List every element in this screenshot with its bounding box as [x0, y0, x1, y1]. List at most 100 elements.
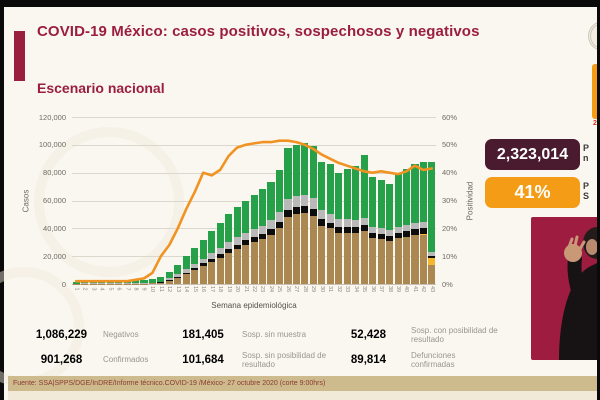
frame-right-edge [597, 0, 600, 400]
bar-segment [267, 229, 275, 236]
bar-segment [386, 230, 394, 236]
bar-series-area [72, 117, 436, 284]
x-tick: 26 [284, 285, 291, 293]
bar-segment [275, 169, 284, 213]
bar-segment [225, 249, 233, 254]
bar-week-23 [258, 117, 267, 284]
x-tick: 15 [191, 285, 198, 293]
bar-week-11 [157, 117, 165, 284]
bar-segment [191, 247, 199, 264]
bar-segment [411, 222, 419, 230]
bar-week-15 [191, 117, 199, 284]
bar-segment [250, 236, 258, 243]
x-tick: 24 [268, 285, 275, 293]
bar-segment [174, 264, 182, 275]
x-tick: 6 [115, 287, 122, 291]
clipped-orange-stat-box [592, 64, 600, 119]
bar-segment [369, 238, 377, 284]
x-tick: 21 [242, 285, 249, 293]
bar-week-31 [326, 117, 334, 284]
bar-segment [267, 235, 275, 284]
bar-week-32 [335, 117, 343, 284]
positivity-line [74, 139, 434, 283]
bar-segment [292, 144, 300, 197]
bar-segment [326, 228, 334, 284]
x-tick: 31 [327, 285, 334, 293]
bar-segment [182, 272, 190, 275]
bar-segment [360, 225, 368, 232]
bar-segment [377, 179, 385, 229]
x-tick: 5 [107, 287, 114, 291]
x-tick: 36 [369, 285, 376, 293]
y-tick-left: 60,000 [43, 196, 66, 205]
gridline [72, 284, 436, 285]
bar-segment [394, 172, 402, 227]
bar-segment [275, 222, 284, 229]
bar-week-43 [428, 117, 436, 284]
bar-segment [411, 229, 419, 236]
x-tick: 14 [183, 285, 190, 293]
bar-segment [419, 227, 427, 234]
bar-segment [275, 212, 284, 223]
bar-segment [377, 234, 385, 240]
bar-segment [318, 161, 326, 211]
bar-segment [419, 161, 427, 223]
bar-segment [199, 239, 207, 259]
bar-segment [352, 165, 360, 220]
bar-segment [174, 274, 182, 277]
bar-segment [148, 279, 156, 283]
y-axis-left-label: Casos [21, 189, 31, 212]
x-tick: 35 [361, 285, 368, 293]
bar-segment [140, 279, 148, 284]
bar-segment [292, 196, 300, 208]
bar-segment [174, 276, 182, 278]
bar-segment [335, 172, 343, 220]
legend-label-negativos: Negativos [103, 330, 139, 339]
total-tested-badge: 2,323,014 [485, 139, 580, 170]
bar-segment [242, 232, 250, 241]
bar-segment [394, 238, 402, 284]
bar-segment [292, 214, 300, 284]
bottom-strip [8, 391, 600, 400]
y-tick-right: 60% [442, 112, 458, 122]
interpreter-silhouette [559, 227, 600, 360]
bar-week-18 [216, 117, 224, 284]
bar-segment [335, 232, 343, 284]
bar-segment [174, 277, 182, 284]
x-tick: 29 [310, 285, 317, 293]
stacked-bar-chart: 0 20,000 40,000 60,000 80,000 100,000 120,000 … [22, 113, 475, 311]
bar-segment [233, 237, 241, 245]
watermark-circle [34, 127, 184, 277]
y-tick-left: 120,000 [38, 112, 66, 122]
legend-label-defunciones: Defunciones confirmadas [411, 351, 456, 369]
bar-segment [191, 263, 199, 269]
bar-week-17 [208, 117, 216, 284]
bar-week-37 [377, 117, 385, 284]
bar-segment [233, 207, 241, 238]
y-tick-left: 100,000 [38, 140, 66, 150]
bar-week-24 [267, 117, 275, 284]
x-tick: 22 [251, 285, 258, 293]
bar-segment [377, 228, 385, 235]
x-tick: 8 [132, 287, 139, 291]
bar-segment [259, 225, 267, 234]
bar-segment [352, 226, 360, 233]
x-tick: 30 [318, 285, 325, 293]
bar-segment [148, 282, 156, 284]
x-tick: 27 [293, 285, 300, 293]
source-text: Fuente: SSA|SPPS/DGE/InDRE/Informe técni… [13, 380, 326, 387]
x-tick: 12 [166, 285, 173, 293]
y-tick-left: 80,000 [43, 168, 66, 178]
y-tick-right: 40% [442, 168, 458, 178]
bar-segment [394, 232, 402, 239]
x-tick: 32 [335, 285, 342, 293]
bar-week-13 [174, 117, 182, 284]
bar-segment [208, 231, 216, 254]
bar-segment [301, 205, 309, 214]
clipped-label-bottom: P S [583, 181, 590, 201]
bar-segment [199, 258, 207, 264]
bar-segment [343, 168, 351, 220]
bar-segment [284, 147, 292, 200]
x-tick: 4 [98, 287, 105, 291]
